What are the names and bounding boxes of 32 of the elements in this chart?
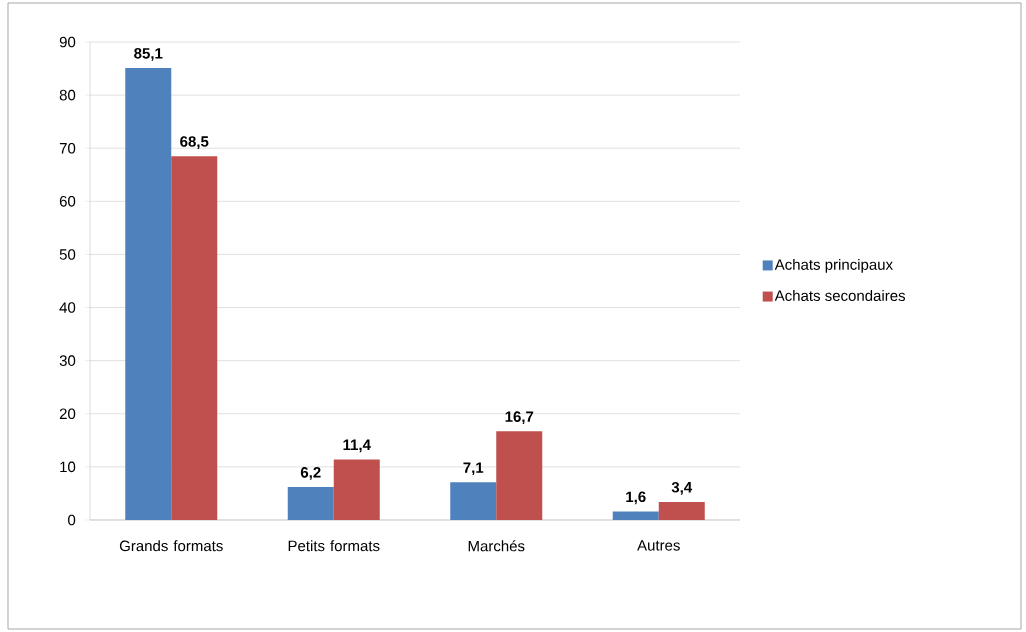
y-tick-label: 90 (59, 36, 76, 48)
y-tick-label: 50 (59, 249, 76, 260)
bar (171, 156, 218, 520)
y-tick-label: 20 (59, 408, 76, 420)
bar (612, 511, 659, 520)
y-tick-label: 60 (59, 196, 76, 207)
y-tick-label: 30 (59, 355, 76, 366)
x-tick-label: Grands formats (119, 540, 223, 552)
data-label: 6,2 (300, 467, 321, 480)
y-tick-label: 40 (59, 302, 76, 313)
data-label: 7,1 (463, 462, 484, 476)
x-tick-label: Petits formats (288, 540, 380, 552)
data-label: 68,5 (180, 136, 209, 149)
bar (658, 501, 705, 520)
x-tick-label: Marchés (468, 540, 525, 552)
data-label: 85,1 (134, 48, 163, 61)
y-tick-label: 0 (68, 514, 76, 526)
bar (333, 459, 380, 520)
data-label: 11,4 (343, 439, 371, 453)
y-tick-label: 80 (59, 89, 76, 101)
bar (125, 68, 172, 520)
legend-label: Achats principaux (774, 258, 893, 273)
data-label: 1,6 (626, 491, 646, 505)
bar (287, 487, 334, 520)
data-label: 16,7 (505, 411, 534, 425)
y-tick-label: 70 (59, 142, 76, 154)
legend-label: Achats secondaires (774, 290, 906, 302)
y-tick-label: 10 (60, 461, 76, 473)
bar (496, 431, 543, 520)
x-tick-label: Autres (637, 540, 680, 551)
bar (450, 482, 497, 520)
data-label: 3,4 (671, 481, 693, 495)
